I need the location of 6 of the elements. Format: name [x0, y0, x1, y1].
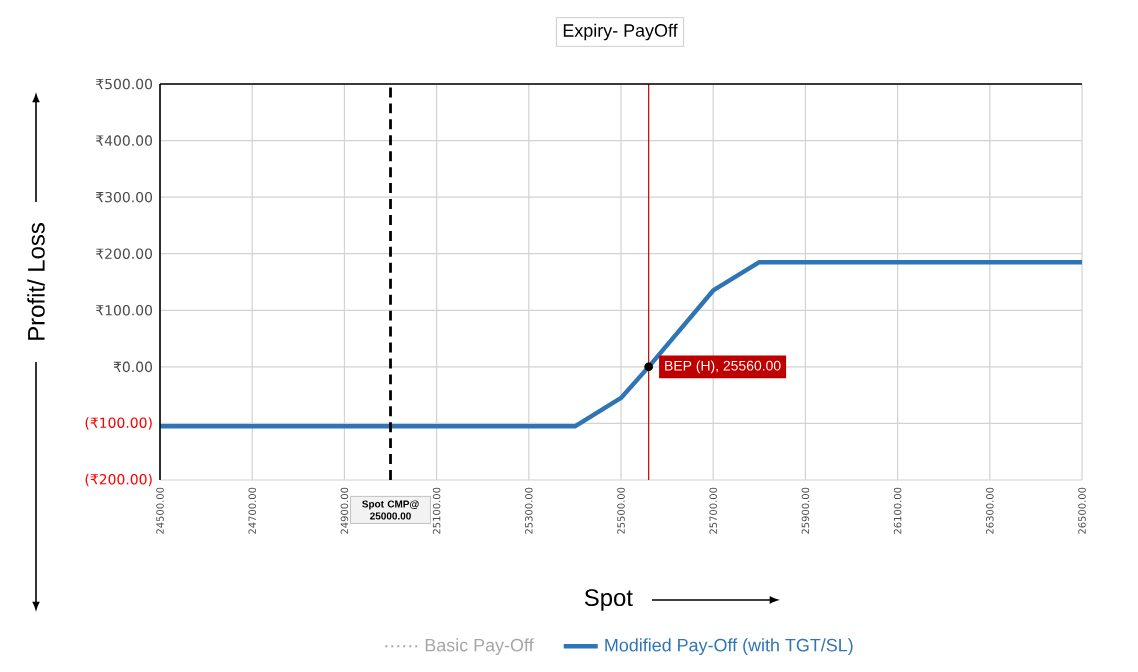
legend-label: Basic Pay-Off: [425, 638, 534, 656]
y-axis-title: Profit/ Loss: [27, 223, 45, 340]
legend-label: Modified Pay-Off (with TGT/SL): [605, 638, 853, 656]
line-series: [157, 260, 1085, 429]
chart-title: Expiry- PayOff: [563, 23, 678, 41]
x-axis-title: Spot: [584, 589, 633, 611]
